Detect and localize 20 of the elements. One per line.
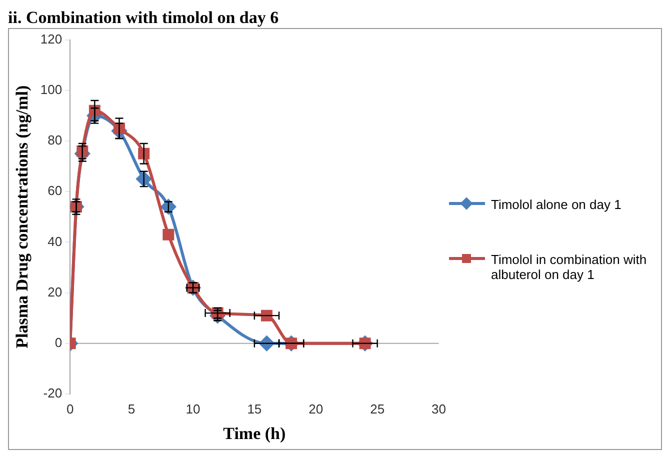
x-tick-label: 30 (432, 401, 446, 416)
x-tick-label: 20 (308, 401, 324, 416)
y-tick-label: 60 (48, 183, 62, 198)
y-tick-label: 40 (48, 234, 62, 249)
legend-label: Timolol in combination with albuterol on day 1 (491, 252, 648, 282)
x-tick-label: 0 (66, 401, 74, 416)
x-tick-label: 25 (370, 401, 385, 416)
legend-label: Timolol alone on day 1 (491, 196, 622, 212)
y-tick-label: 100 (40, 82, 62, 97)
y-tick-label: 120 (40, 31, 62, 46)
y-axis-title: Plasma Drug concentrations (ng/ml) (12, 85, 32, 348)
x-tick-label: 5 (128, 401, 136, 416)
chart-title: ii. Combination with timolol on day 6 (8, 8, 280, 28)
y-tick-label: 0 (54, 334, 62, 350)
x-tick-label: 10 (186, 401, 200, 416)
y-tick-label: -20 (43, 386, 62, 401)
x-tick-label: 15 (247, 401, 262, 416)
y-tick-label: 20 (48, 284, 62, 300)
x-axis-title: Time (h) (223, 424, 286, 444)
y-tick-label: 80 (48, 132, 62, 148)
